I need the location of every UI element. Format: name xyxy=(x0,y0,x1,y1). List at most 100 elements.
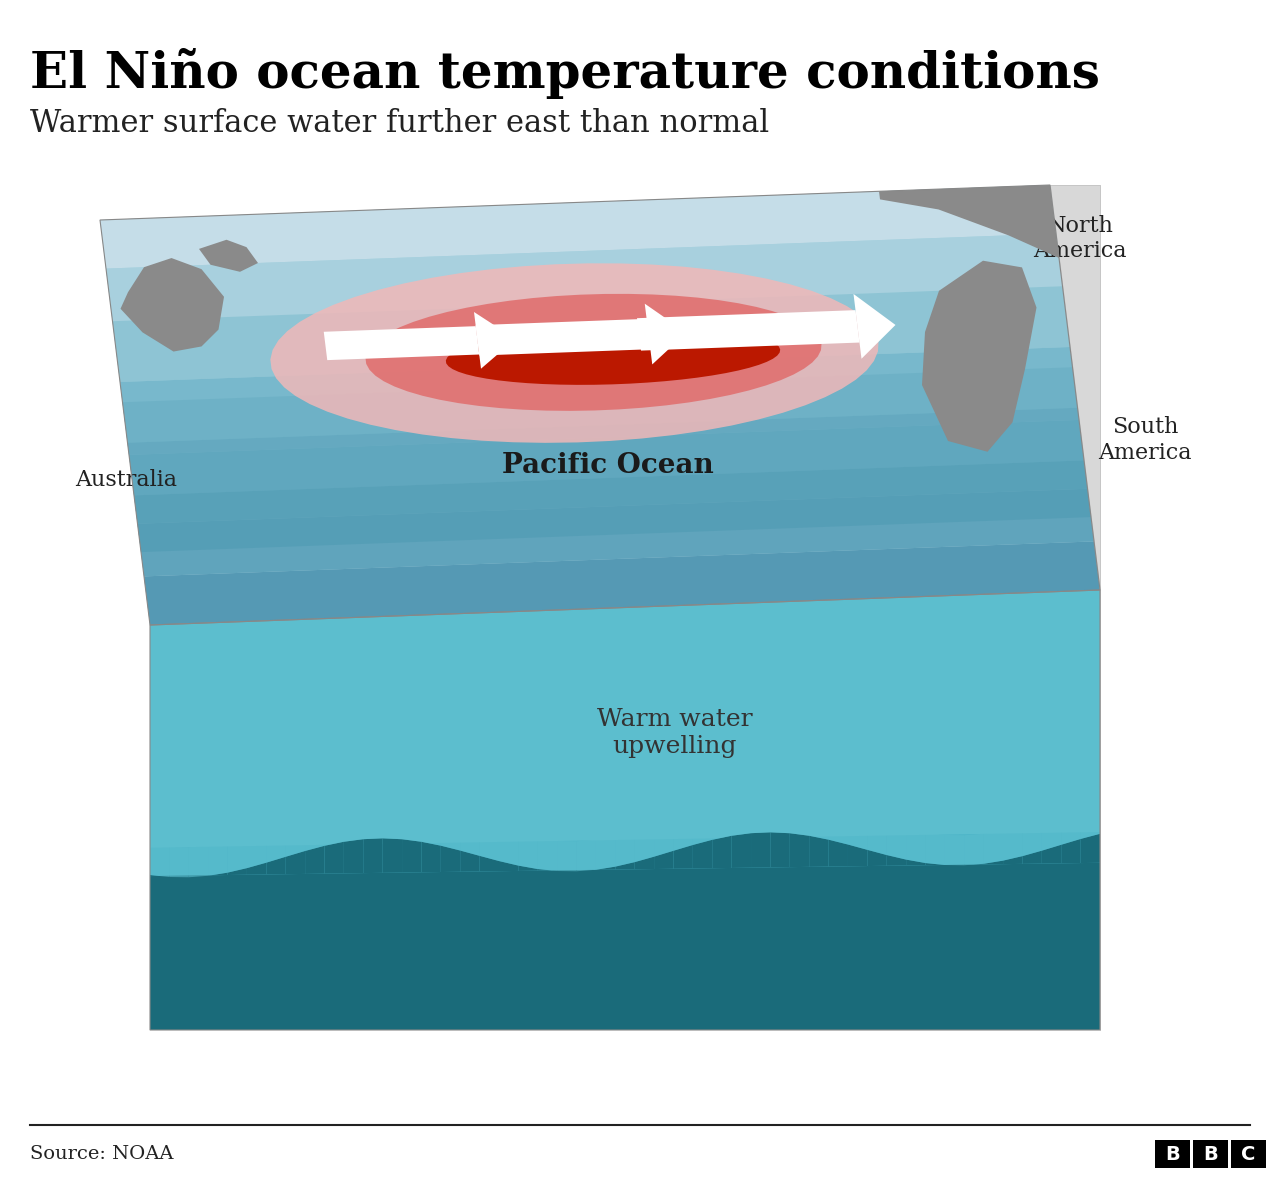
Polygon shape xyxy=(113,287,1070,382)
Polygon shape xyxy=(128,408,1084,496)
Polygon shape xyxy=(906,829,925,863)
Polygon shape xyxy=(596,836,616,870)
Polygon shape xyxy=(906,859,925,865)
Polygon shape xyxy=(1023,821,1042,856)
Polygon shape xyxy=(247,833,266,868)
Polygon shape xyxy=(518,865,538,871)
Polygon shape xyxy=(143,541,1100,625)
Polygon shape xyxy=(635,827,654,862)
Polygon shape xyxy=(1050,185,1100,1030)
Polygon shape xyxy=(198,240,259,271)
Polygon shape xyxy=(887,826,906,859)
Polygon shape xyxy=(247,863,266,875)
Polygon shape xyxy=(305,816,325,851)
Polygon shape xyxy=(828,810,847,845)
Polygon shape xyxy=(983,860,1004,864)
Polygon shape xyxy=(364,809,383,839)
Polygon shape xyxy=(106,234,1062,322)
Polygon shape xyxy=(1080,804,1100,839)
Polygon shape xyxy=(983,830,1004,864)
Polygon shape xyxy=(499,862,518,871)
Polygon shape xyxy=(134,461,1091,552)
Polygon shape xyxy=(209,842,228,876)
Polygon shape xyxy=(732,803,751,835)
Polygon shape xyxy=(1042,845,1061,864)
Polygon shape xyxy=(150,863,1100,1030)
Text: C: C xyxy=(1242,1145,1256,1164)
Polygon shape xyxy=(1061,809,1080,845)
Polygon shape xyxy=(188,846,209,877)
Polygon shape xyxy=(732,833,751,868)
Polygon shape xyxy=(809,805,828,840)
Polygon shape xyxy=(402,839,421,872)
Polygon shape xyxy=(964,864,983,865)
Text: Colder water: Colder water xyxy=(575,934,774,960)
Text: Pacific Ocean: Pacific Ocean xyxy=(502,452,713,479)
Polygon shape xyxy=(383,839,402,872)
Polygon shape xyxy=(123,367,1078,443)
Polygon shape xyxy=(188,875,209,877)
Polygon shape xyxy=(887,856,906,865)
Polygon shape xyxy=(364,839,383,874)
Text: Warm water
upwelling: Warm water upwelling xyxy=(598,708,753,758)
Bar xyxy=(1193,1140,1228,1168)
Bar xyxy=(1231,1140,1266,1168)
Polygon shape xyxy=(945,835,964,865)
Polygon shape xyxy=(266,857,285,875)
Polygon shape xyxy=(635,857,654,869)
Polygon shape xyxy=(645,304,686,365)
Polygon shape xyxy=(120,258,224,352)
Text: Australia: Australia xyxy=(76,469,177,491)
Polygon shape xyxy=(100,185,1100,625)
Polygon shape xyxy=(1080,834,1100,863)
Polygon shape xyxy=(421,841,440,872)
Polygon shape xyxy=(366,294,822,410)
Polygon shape xyxy=(1004,826,1023,860)
Polygon shape xyxy=(868,850,887,866)
Polygon shape xyxy=(771,833,790,868)
Text: B: B xyxy=(1203,1145,1217,1164)
Polygon shape xyxy=(673,845,692,869)
Polygon shape xyxy=(518,835,538,869)
Polygon shape xyxy=(1023,851,1042,864)
Polygon shape xyxy=(440,816,461,851)
Polygon shape xyxy=(922,260,1037,451)
Polygon shape xyxy=(344,839,364,874)
Polygon shape xyxy=(828,840,847,866)
Polygon shape xyxy=(150,590,1100,1030)
Polygon shape xyxy=(654,821,673,857)
Polygon shape xyxy=(847,815,868,850)
Polygon shape xyxy=(576,870,596,871)
Polygon shape xyxy=(616,862,635,870)
Polygon shape xyxy=(150,845,169,877)
Polygon shape xyxy=(925,863,945,865)
Polygon shape xyxy=(557,841,576,871)
Polygon shape xyxy=(325,811,344,846)
Polygon shape xyxy=(673,815,692,851)
Text: South
America: South America xyxy=(1098,416,1192,463)
Polygon shape xyxy=(809,835,828,866)
Polygon shape xyxy=(383,809,402,839)
Polygon shape xyxy=(499,832,518,865)
Polygon shape xyxy=(137,488,1094,576)
Polygon shape xyxy=(596,866,616,870)
Text: North
America: North America xyxy=(1033,215,1126,263)
Polygon shape xyxy=(402,809,421,841)
Polygon shape xyxy=(854,294,896,359)
Polygon shape xyxy=(150,875,169,877)
Polygon shape xyxy=(751,833,771,868)
Polygon shape xyxy=(421,811,440,846)
Polygon shape xyxy=(964,834,983,865)
Polygon shape xyxy=(692,840,712,869)
Polygon shape xyxy=(120,347,1079,455)
Polygon shape xyxy=(538,869,557,871)
Polygon shape xyxy=(692,810,712,845)
Polygon shape xyxy=(270,263,878,443)
Polygon shape xyxy=(228,868,247,875)
Text: B: B xyxy=(1165,1145,1180,1164)
Polygon shape xyxy=(1061,839,1080,863)
Polygon shape xyxy=(480,826,499,862)
Polygon shape xyxy=(445,326,781,385)
Polygon shape xyxy=(1004,856,1023,864)
Polygon shape xyxy=(325,841,344,874)
